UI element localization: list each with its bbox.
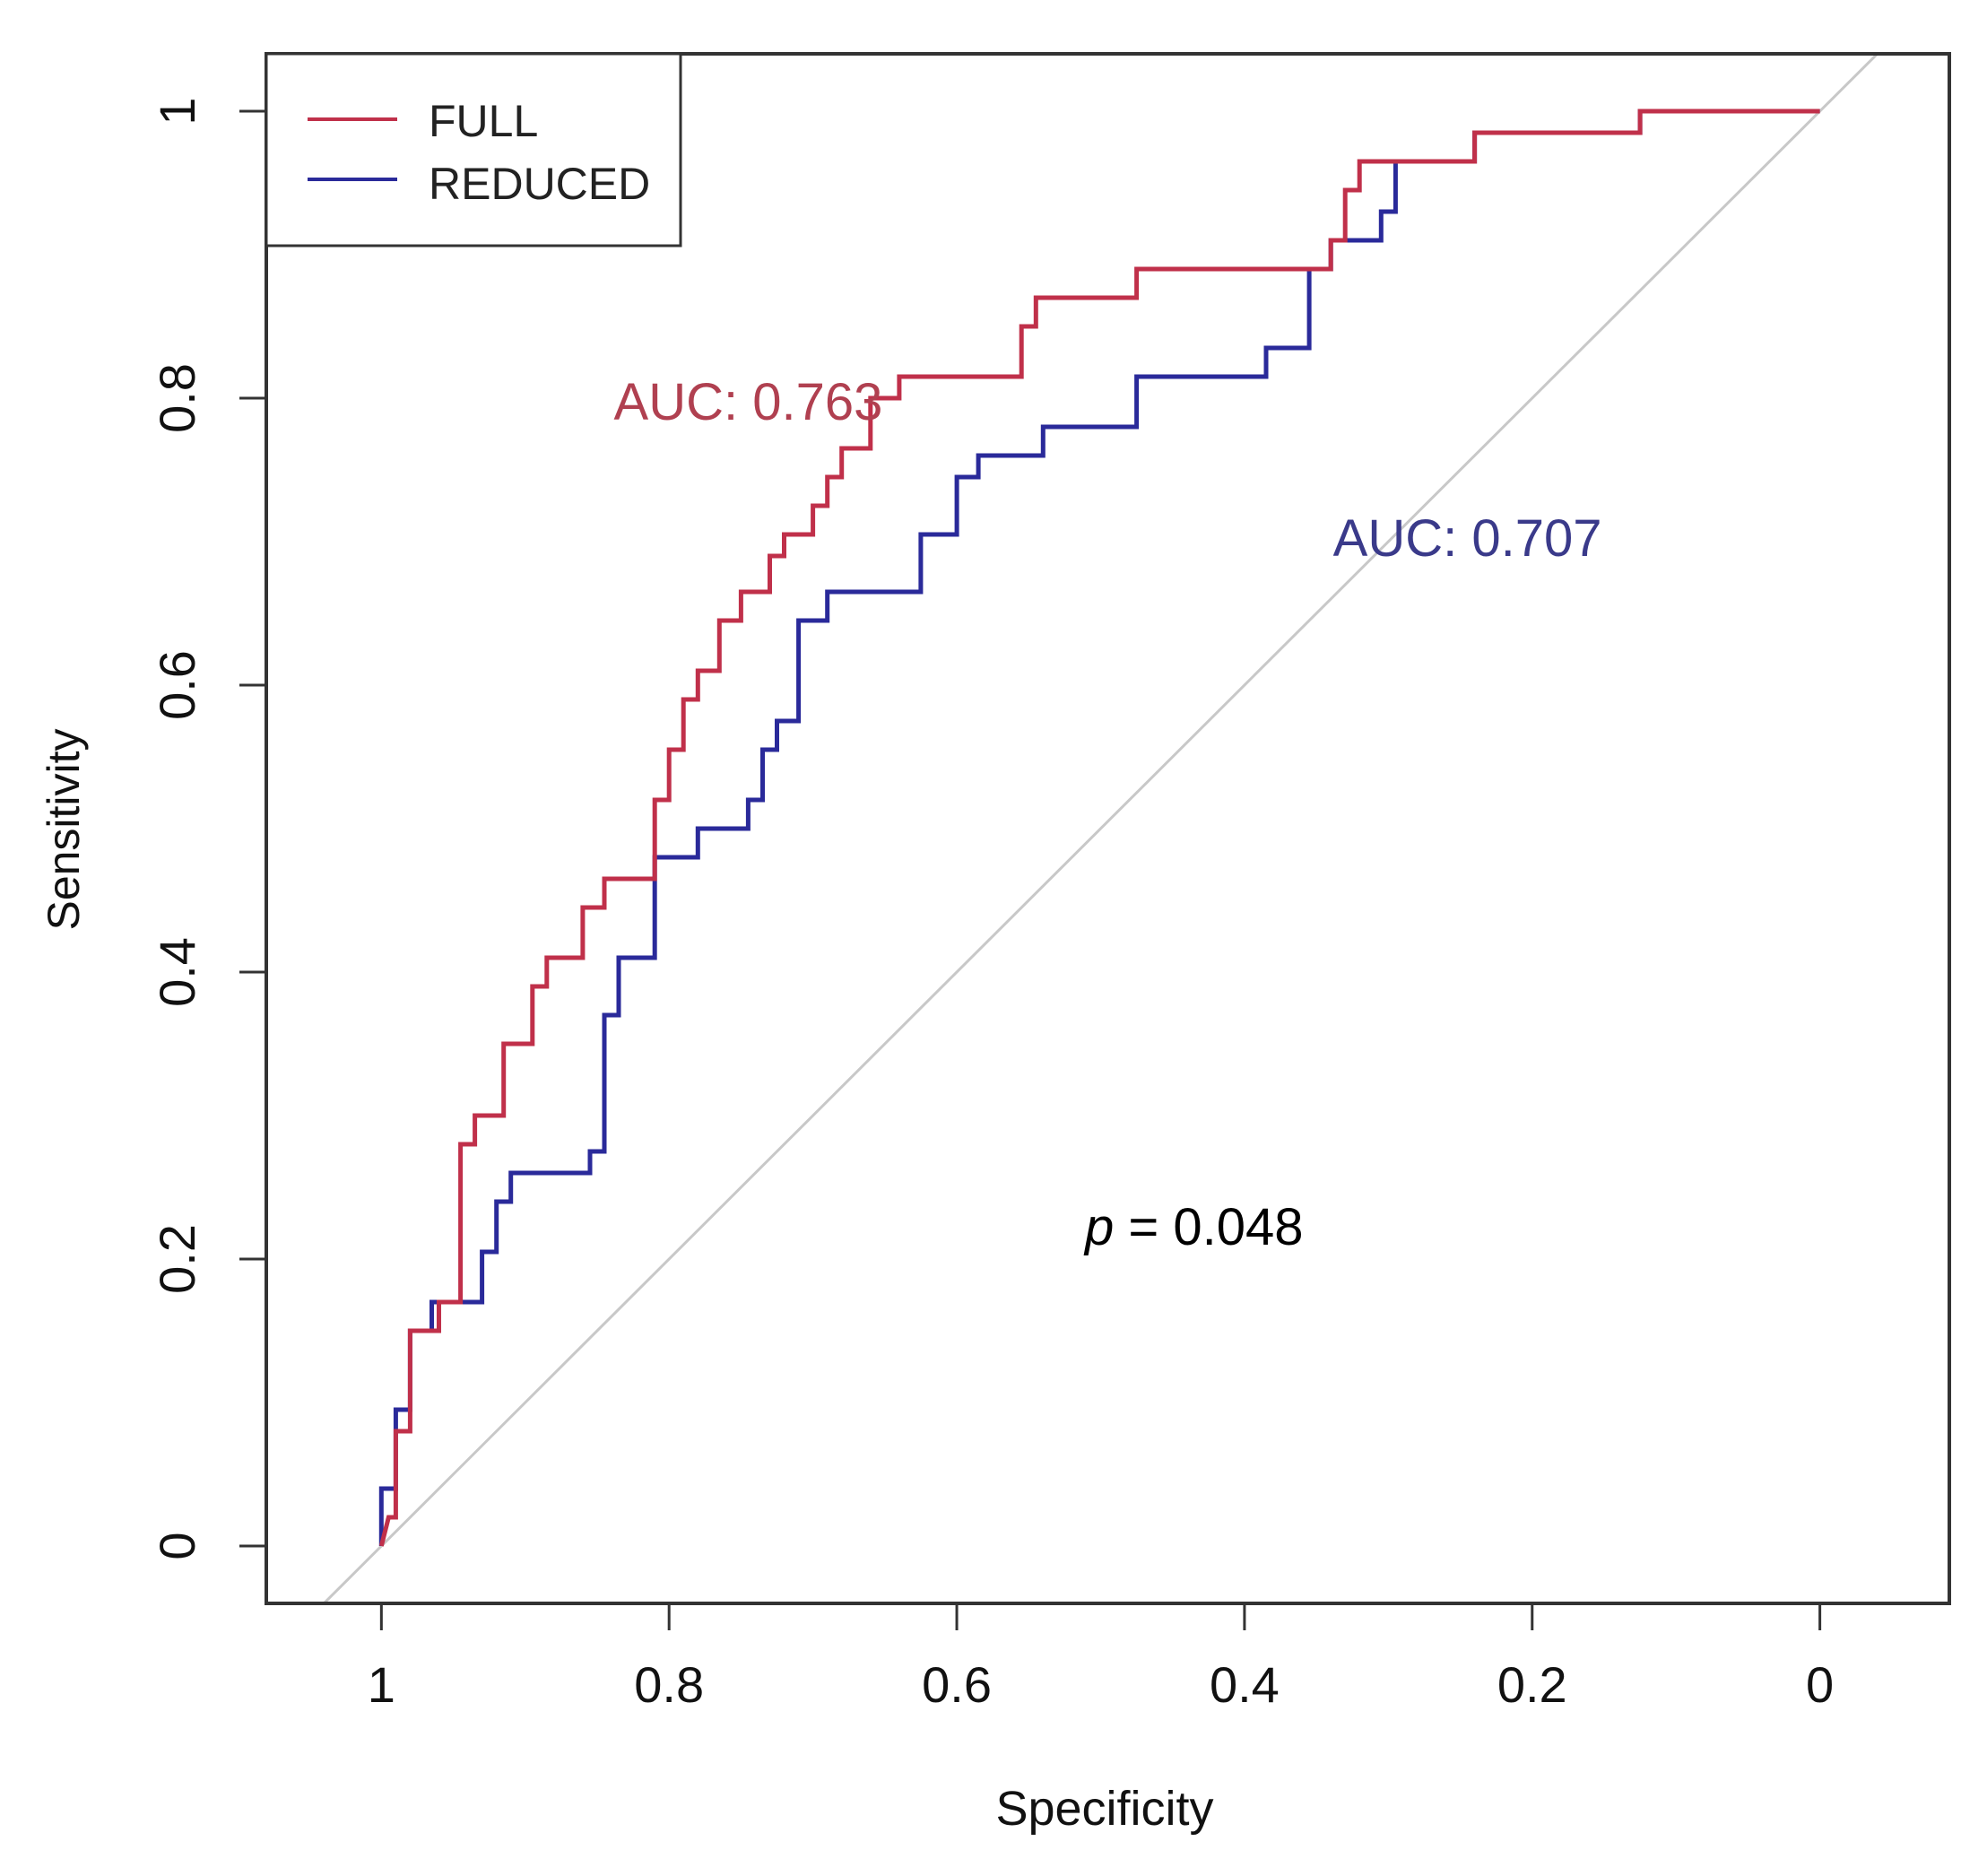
legend-label-reduced: REDUCED [429,159,650,209]
y-axis-label: Sensitivity [39,728,89,930]
y-tick-label: 0.6 [149,650,205,720]
x-axis-label: Specificity [995,1782,1213,1836]
x-tick-label: 1 [368,1656,395,1713]
ticks-layer: 1 0.8 0.6 0.4 0.2 0 0 0.2 0.4 0.6 0.8 1 [149,97,1834,1713]
legend-box [265,52,682,248]
y-tick-label: 1 [149,97,205,125]
x-tick-label: 0.8 [634,1656,704,1713]
annotation-2: AUC: 0.707 [1333,509,1602,568]
reference-layer [322,54,1879,1603]
y-tick-label: 0.8 [149,363,205,433]
x-tick-label: 0 [1806,1656,1834,1713]
plot-frame [265,52,1951,1605]
legend: FULL REDUCED [265,52,682,248]
y-tick-label: 0.2 [149,1224,205,1294]
x-tick-label: 0.4 [1210,1656,1280,1713]
y-tick-label: 0 [149,1532,205,1559]
annotation-layer: AUC: 0.763 AUC: 0.707 p = 0.048 [614,373,1602,1256]
reference-diagonal [322,54,1879,1603]
annotation-3: p = 0.048 [1083,1198,1304,1256]
x-tick-label: 0.6 [922,1656,992,1713]
legend-label-full: FULL [429,96,538,146]
roc-line-full [378,109,1820,1547]
annotation-1: AUC: 0.763 [614,373,883,431]
y-tick-label: 0.4 [149,937,205,1007]
x-tick-label: 0.2 [1497,1656,1567,1713]
series-layer [378,109,1820,1547]
